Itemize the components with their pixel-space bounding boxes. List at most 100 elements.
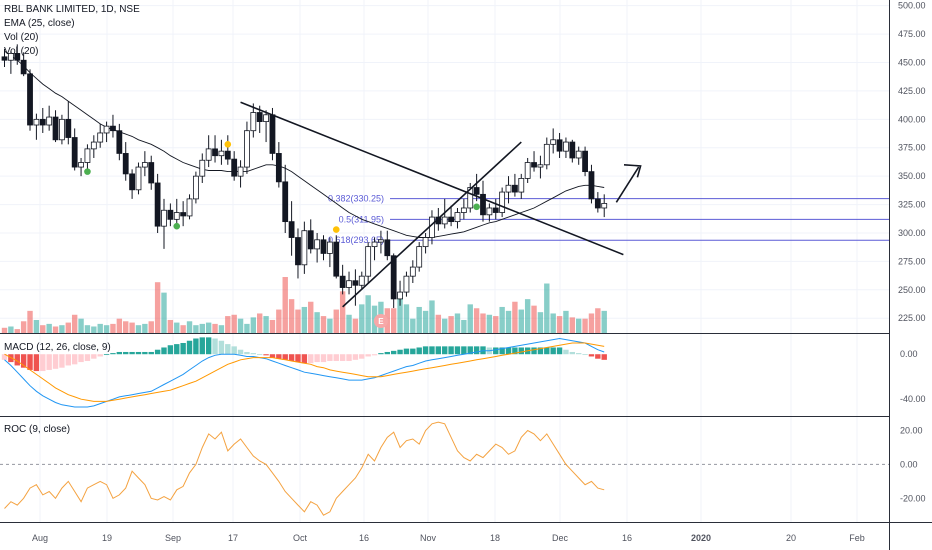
price-tick-label: 300.00	[898, 228, 926, 238]
macd-histogram-bar	[339, 354, 346, 361]
volume-bar	[14, 329, 20, 333]
candle-body	[480, 193, 486, 216]
volume-bar	[33, 319, 40, 333]
macd-histogram-bar	[397, 349, 403, 355]
volume-bar	[91, 326, 97, 333]
macd-histogram-bar	[27, 354, 33, 370]
macd-title[interactable]: MACD (12, 26, close, 9)	[4, 342, 111, 353]
fib-levels[interactable]: 0.382(330.25)0.5(311.95)0.618(293.65)	[328, 194, 889, 246]
volume-bar	[442, 318, 448, 333]
volume-bar	[595, 308, 601, 333]
volume-bar	[218, 325, 225, 333]
volume-bar	[295, 309, 301, 333]
volume-bar	[518, 309, 524, 333]
candle-body	[173, 212, 180, 220]
candle-body	[505, 184, 512, 193]
candle-body	[512, 184, 518, 193]
volume-bar	[301, 306, 308, 333]
price-tick-label: 425.00	[898, 86, 926, 96]
candle-body	[594, 198, 601, 209]
candle-body	[218, 150, 225, 157]
macd-histogram-bar	[601, 354, 607, 360]
candle-body	[20, 59, 27, 75]
volume-bar	[327, 318, 333, 333]
volume-bar	[154, 282, 161, 333]
volume-bar	[531, 305, 537, 333]
volume-bar	[282, 277, 288, 333]
time-tick-label: 20	[786, 533, 796, 543]
candle-body	[409, 266, 416, 277]
candle-body	[39, 118, 46, 126]
macd-line	[4, 337, 605, 408]
trendlines[interactable]	[240, 101, 624, 308]
signal-dot	[332, 226, 340, 233]
time-tick-label: Nov	[420, 533, 437, 543]
candle-body	[492, 207, 499, 213]
candle-body	[231, 158, 238, 177]
macd-histogram-bar	[556, 347, 563, 355]
macd-histogram-bar	[550, 347, 556, 355]
roc-title[interactable]: ROC (9, close)	[4, 424, 71, 435]
candle-body	[518, 178, 525, 193]
volume-bar	[314, 312, 320, 333]
macd-histogram-bar	[378, 353, 384, 355]
candle-body	[314, 239, 321, 250]
time-tick-label: 18	[490, 533, 500, 543]
macd-histogram-bar	[531, 347, 537, 355]
volume-bar	[244, 323, 250, 333]
macd-histogram-bar	[135, 351, 142, 355]
candle-body	[346, 280, 352, 288]
candle-body	[448, 216, 455, 223]
macd-histogram-bar	[365, 354, 371, 357]
time-axis[interactable]: Aug 19 Sep 17 Oct 16 Nov 18 Dec 16 2020 20 Feb	[32, 533, 865, 543]
volume-bar	[174, 322, 180, 333]
time-tick-label: Sep	[165, 533, 181, 543]
macd-histogram-bar	[461, 346, 467, 355]
chart-title[interactable]: RBL BANK LIMITED, 1D, NSE	[4, 4, 140, 15]
macd-histogram-bar	[505, 347, 512, 355]
macd-histogram-bar	[257, 354, 263, 356]
candle-body	[135, 166, 142, 191]
volume-bar	[237, 318, 244, 333]
macd-histogram-bar	[218, 340, 225, 355]
macd-histogram-bar	[473, 346, 480, 355]
macd-histogram-bar	[244, 351, 250, 355]
candle-body	[460, 207, 467, 213]
candle-body	[84, 148, 91, 163]
candle-body	[358, 275, 365, 286]
candle-body	[237, 166, 244, 177]
candle-body	[116, 130, 123, 154]
time-tick-label: Aug	[32, 533, 48, 543]
volume-indicator-label[interactable]: Vol (20)	[4, 32, 39, 43]
macd-histogram-bar	[390, 350, 397, 355]
macd-histogram-bar	[231, 346, 237, 355]
macd-histogram-bar	[320, 354, 327, 363]
volume-bar	[20, 321, 27, 333]
candle-body	[263, 114, 269, 123]
signal-dot	[473, 203, 480, 211]
volume-bar	[461, 319, 467, 333]
macd-histogram-bar	[59, 354, 65, 368]
volume-bar	[167, 319, 174, 333]
roc-tick-label: -20.00	[900, 493, 926, 503]
macd-histogram-bar	[454, 346, 461, 355]
volume-bars	[1, 277, 607, 333]
candle-body	[7, 53, 14, 61]
main-legend: RBL BANK LIMITED, 1D, NSE EMA (25, close…	[4, 3, 140, 59]
price-axis[interactable]: 500.00 475.00 450.00 425.00 400.00 375.00 350.…	[898, 1, 926, 324]
candle-body	[416, 246, 423, 268]
volume-indicator-label-2[interactable]: Vol (20)	[4, 46, 39, 57]
macd-histogram-bar	[576, 353, 582, 355]
volume-bar	[27, 310, 33, 333]
candle-body	[186, 198, 193, 217]
candle-body	[122, 153, 129, 175]
macd-histogram-bar	[123, 351, 129, 355]
candle-body	[524, 162, 531, 179]
volume-bar	[524, 299, 531, 333]
ema-indicator-label[interactable]: EMA (25, close)	[4, 18, 75, 29]
volume-bar	[365, 295, 371, 333]
macd-histogram-bar	[78, 354, 84, 363]
roc-legend: ROC (9, close)	[4, 423, 70, 437]
volume-bar	[429, 300, 435, 333]
